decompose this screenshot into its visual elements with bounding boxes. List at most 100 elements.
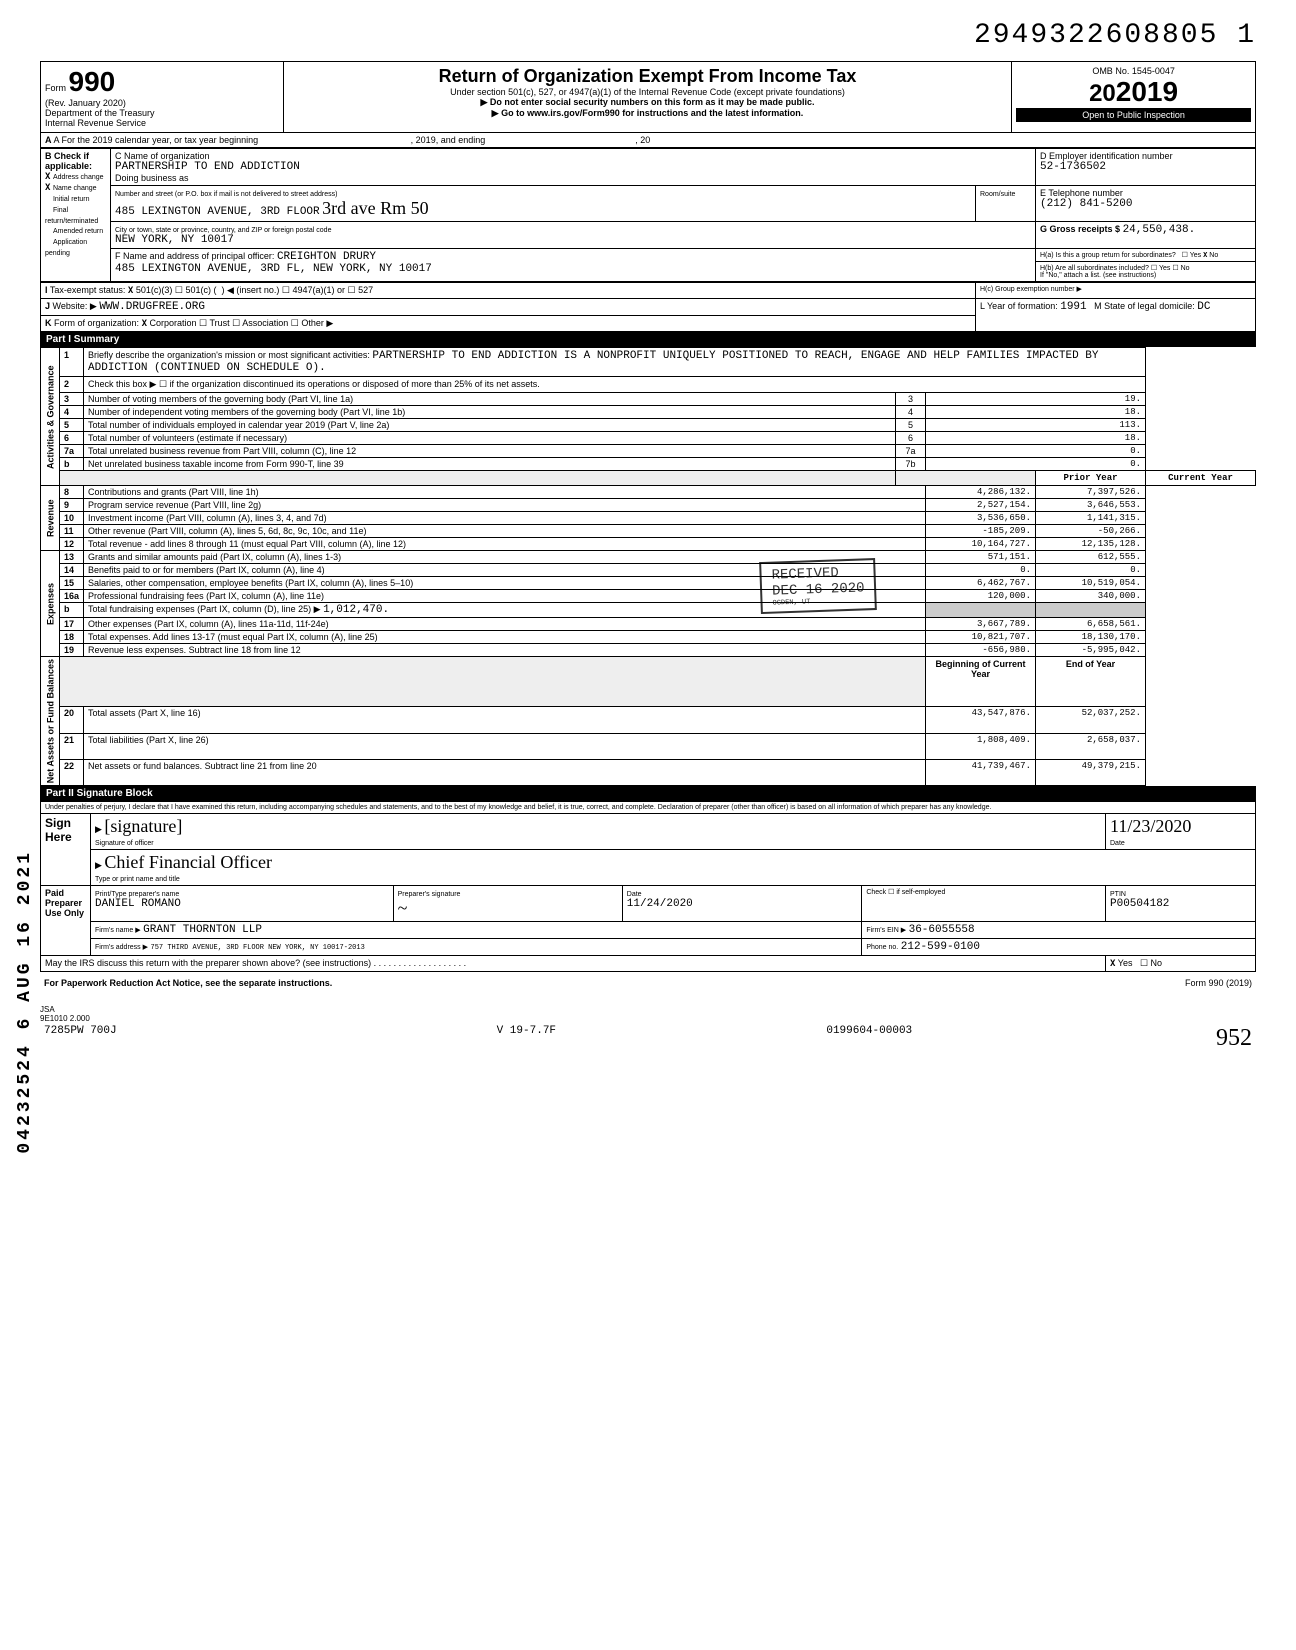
sig-date-value: 11/23/2020 [1110, 816, 1191, 836]
net22-p: 41,739,467. [926, 759, 1036, 785]
officer-signature: [signature] [104, 816, 182, 836]
b-initial: Initial return [53, 196, 90, 203]
firm-name-label: Firm's name ▶ [95, 927, 141, 934]
rev10-c: 1,141,315. [1036, 512, 1146, 525]
rev9-label: Program service revenue (Part VIII, line… [84, 499, 926, 512]
side-net: Net Assets or Fund Balances [41, 657, 60, 786]
self-emp-check: Check ☐ if self-employed [862, 886, 1106, 922]
form-note2: ▶ Go to www.irs.gov/Form990 for instruct… [288, 108, 1007, 119]
j-label: Website: ▶ [53, 301, 97, 311]
g-label: G Gross receipts $ [1040, 224, 1120, 234]
discuss-no: No [1151, 958, 1163, 968]
exp16a-c: 340,000. [1036, 590, 1146, 603]
ha-yes: Yes [1190, 252, 1201, 259]
exp16b-extra: 1,012,470. [323, 604, 389, 616]
ptin-label: PTIN [1110, 891, 1126, 898]
line-a-prefix: A For the 2019 calendar year, or tax yea… [54, 135, 259, 145]
r6-label: Total number of volunteers (estimate if … [84, 432, 896, 445]
city-value: NEW YORK, NY 10017 [115, 234, 234, 246]
net20-label: Total assets (Part X, line 16) [84, 707, 926, 733]
exp17-c: 6,658,561. [1036, 618, 1146, 631]
col-beg: Beginning of Current Year [926, 657, 1036, 707]
firm-name: GRANT THORNTON LLP [143, 924, 262, 936]
side-expenses: Expenses [41, 551, 60, 657]
rev8-label: Contributions and grants (Part VIII, lin… [84, 486, 926, 499]
exp18-label: Total expenses. Add lines 13-17 (must eq… [84, 631, 926, 644]
net22-label: Net assets or fund balances. Subtract li… [84, 759, 926, 785]
rev11-p: -185,209. [926, 525, 1036, 538]
ha-label: H(a) Is this a group return for subordin… [1040, 252, 1176, 259]
r5-box: 5 [896, 419, 926, 432]
line2: Check this box ▶ ☐ if the organization d… [84, 377, 1146, 393]
form-title: Return of Organization Exempt From Incom… [288, 66, 1007, 87]
received-stamp: RECEIVED DEC 16 2020 OGDEN, UT [759, 558, 877, 614]
addr-label: Number and street (or P.O. box if mail i… [115, 191, 337, 198]
jsa-footer: JSA 9E1010 2.000 7285PW 700J V 19-7.7F 0… [40, 1005, 1256, 1054]
net20-p: 43,547,876. [926, 707, 1036, 733]
form-note1: ▶ Do not enter social security numbers o… [288, 97, 1007, 108]
paid-preparer-label: Paid Preparer Use Only [41, 886, 91, 956]
account: 0199604-00003 [670, 1023, 1069, 1054]
omb-number: OMB No. 1545-0047 [1016, 66, 1251, 76]
exp14-c: 0. [1036, 564, 1146, 577]
r7a-val: 0. [926, 445, 1146, 458]
i-4947: 4947(a)(1) or [292, 285, 345, 295]
gross-receipts: 24,550,438. [1123, 224, 1196, 236]
ha-no: No [1209, 252, 1218, 259]
hb-yes: Yes [1159, 265, 1170, 272]
tax-year: 202019 [1016, 76, 1251, 108]
exp17-p: 3,667,789. [926, 618, 1036, 631]
b-label: B Check if applicable: [45, 151, 92, 171]
firm-addr: 757 THIRD AVENUE, 3RD FLOOR NEW YORK, NY… [151, 944, 365, 952]
hand-number: 952 [1069, 1023, 1256, 1054]
footer: For Paperwork Reduction Act Notice, see … [40, 976, 1256, 990]
rev11-label: Other revenue (Part VIII, column (A), li… [84, 525, 926, 538]
r4-label: Number of independent voting members of … [84, 406, 896, 419]
line-a: A A For the 2019 calendar year, or tax y… [40, 133, 1256, 148]
form-subtitle: Under section 501(c), 527, or 4947(a)(1)… [288, 87, 1007, 97]
prep-date: 11/24/2020 [627, 898, 693, 910]
year-formation: 1991 [1060, 301, 1086, 313]
rev9-c: 3,646,553. [1036, 499, 1146, 512]
k-checked: X [142, 319, 147, 329]
col-end: End of Year [1036, 657, 1146, 707]
room-label: Room/suite [980, 191, 1015, 198]
website: WWW.DRUGFREE.ORG [99, 301, 205, 313]
perjury-text: Under penalties of perjury, I declare th… [41, 802, 1256, 814]
m-label: M State of legal domicile: [1094, 301, 1195, 311]
i-501c3: 501(c)(3) [136, 285, 173, 295]
r7b-box: 7b [896, 458, 926, 471]
net22-c: 49,379,215. [1036, 759, 1146, 785]
form-number: 990 [69, 66, 116, 97]
rev12-p: 10,164,727. [926, 538, 1036, 551]
sign-here-label: Sign Here [41, 814, 91, 886]
rev9-p: 2,527,154. [926, 499, 1036, 512]
code2: 7285PW 700J [40, 1023, 383, 1054]
firm-ein: 36-6055558 [909, 924, 975, 936]
exp15-p: 6,462,767. [926, 577, 1036, 590]
officer-title: Chief Financial Officer [104, 852, 272, 872]
i-527: 527 [358, 285, 373, 295]
officer-addr: 485 LEXINGTON AVENUE, 3RD FL, NEW YORK, … [115, 263, 432, 275]
k-other: Other ▶ [301, 318, 333, 328]
r3-val: 19. [926, 393, 1146, 406]
version: V 19-7.7F [383, 1023, 670, 1054]
net20-c: 52,037,252. [1036, 707, 1146, 733]
prep-date-label: Date [627, 891, 642, 898]
i-checked: X [128, 286, 133, 296]
r7a-label: Total unrelated business revenue from Pa… [84, 445, 896, 458]
r3-label: Number of voting members of the governin… [84, 393, 896, 406]
hb-label: H(b) Are all subordinates included? [1040, 265, 1149, 272]
exp18-p: 10,821,707. [926, 631, 1036, 644]
phone-value: 212-599-0100 [901, 941, 980, 953]
exp17-label: Other expenses (Part IX, column (A), lin… [84, 618, 926, 631]
dba-label: Doing business as [115, 173, 189, 183]
discuss-x: X [1110, 959, 1115, 969]
rev12-c: 12,135,128. [1036, 538, 1146, 551]
b-pending: Application pending [45, 239, 87, 257]
open-inspection: Open to Public Inspection [1016, 108, 1251, 122]
r4-box: 4 [896, 406, 926, 419]
b-name-change: Name change [53, 185, 97, 192]
pra-notice: For Paperwork Reduction Act Notice, see … [44, 978, 332, 988]
margin-date-stamp: 04232524 6 AUG 16 2021 [15, 850, 35, 1154]
